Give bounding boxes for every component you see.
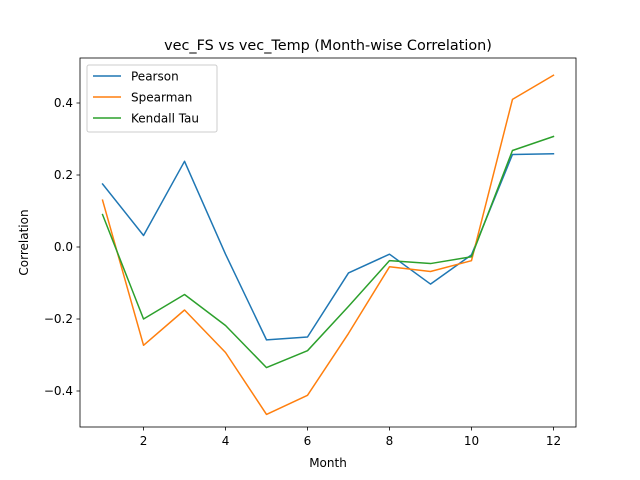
x-axis-title: Month (309, 456, 347, 470)
data-point (552, 135, 555, 138)
x-tick-label: 8 (386, 434, 394, 448)
legend-label: Spearman (131, 90, 192, 104)
data-point (347, 305, 350, 308)
x-tick-label: 12 (546, 434, 561, 448)
y-tick-label: −0.4 (44, 384, 73, 398)
legend-box (86, 64, 218, 133)
data-point (265, 338, 268, 341)
data-point (552, 152, 555, 155)
data-point (183, 293, 186, 296)
data-point (183, 160, 186, 163)
data-point (511, 149, 514, 152)
data-point (142, 344, 145, 347)
legend-label: Kendall Tau (131, 111, 199, 125)
x-tick-label: 2 (140, 434, 148, 448)
plot-frame (79, 57, 577, 428)
legend: Pearson Spearman Kendall Tau (86, 64, 218, 133)
data-point (265, 413, 268, 416)
data-point (183, 309, 186, 312)
series-line-kendall-tau (101, 135, 555, 369)
data-point (306, 349, 309, 352)
data-point (470, 259, 473, 262)
data-point (224, 351, 227, 354)
data-point (429, 270, 432, 273)
x-axis: 2 4 6 8 10 12 (140, 427, 561, 448)
data-point (101, 183, 104, 186)
data-point (347, 271, 350, 274)
data-point (101, 213, 104, 216)
data-point (265, 366, 268, 369)
x-tick-label: 4 (222, 434, 230, 448)
data-point (142, 234, 145, 237)
chart-title: vec_FS vs vec_Temp (Month-wise Correlati… (164, 38, 492, 54)
y-tick-label: 0.0 (54, 240, 73, 254)
data-point (347, 332, 350, 335)
series-line-spearman (101, 74, 555, 416)
data-point (552, 74, 555, 77)
data-point (224, 324, 227, 327)
y-axis: −0.4 −0.2 0.0 0.2 0.4 (44, 96, 80, 398)
y-axis-title: Correlation (17, 209, 31, 275)
data-point (429, 262, 432, 265)
data-point (224, 253, 227, 256)
legend-label: Pearson (131, 69, 179, 83)
data-point (388, 265, 391, 268)
y-tick-label: 0.4 (54, 96, 73, 110)
data-point (388, 259, 391, 262)
x-tick-label: 6 (304, 434, 312, 448)
data-point (470, 255, 473, 258)
data-point (511, 98, 514, 101)
series-layer (101, 74, 555, 416)
data-point (429, 283, 432, 286)
data-point (306, 394, 309, 397)
data-point (306, 336, 309, 339)
data-point (142, 318, 145, 321)
data-point (101, 199, 104, 202)
data-point (388, 253, 391, 256)
y-tick-label: −0.2 (44, 312, 73, 326)
y-tick-label: 0.2 (54, 168, 73, 182)
x-tick-label: 10 (464, 434, 479, 448)
